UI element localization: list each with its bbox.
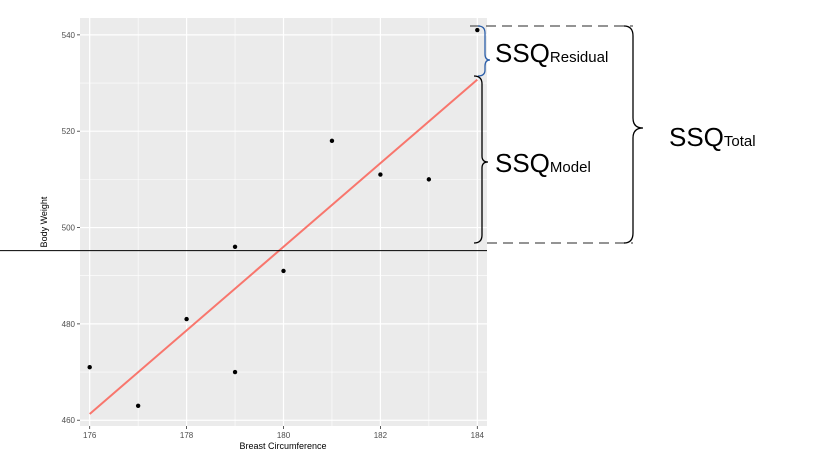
ssq-model-label: SSQModel [495,148,591,178]
y-axis-ticks: 460 480 500 520 540 [62,31,80,425]
y-axis-title: Body Weight [39,196,49,247]
total-brace [623,25,644,244]
x-tick-label: 182 [374,431,388,440]
data-point [87,365,92,370]
x-tick-label: 180 [277,431,291,440]
data-point [232,369,238,375]
ssq-residual-label: SSQResidual [495,38,608,68]
data-point [475,27,480,33]
data-points [87,27,480,408]
x-tick-label: 176 [83,431,97,440]
data-point [232,244,238,250]
model-brace [473,75,489,244]
regression-line [89,78,478,415]
x-axis-ticks: 176 178 180 182 184 [83,426,485,440]
y-tick-label: 480 [62,320,76,329]
y-tick-label: 460 [62,416,76,425]
major-gridlines [80,18,487,426]
data-point [329,138,335,144]
data-point [378,172,383,177]
x-tick-label: 178 [180,431,194,440]
ssq-total-label: SSQTotal [669,122,756,152]
y-tick-label: 520 [62,127,76,136]
y-tick-label: 500 [62,224,76,233]
data-point [281,268,286,274]
data-point [184,316,189,322]
x-tick-label: 184 [471,431,485,440]
residual-brace [477,25,491,77]
data-point [135,403,141,408]
y-tick-label: 540 [62,31,76,40]
data-point [426,177,432,182]
x-axis-title: Breast Circumference [239,441,326,451]
